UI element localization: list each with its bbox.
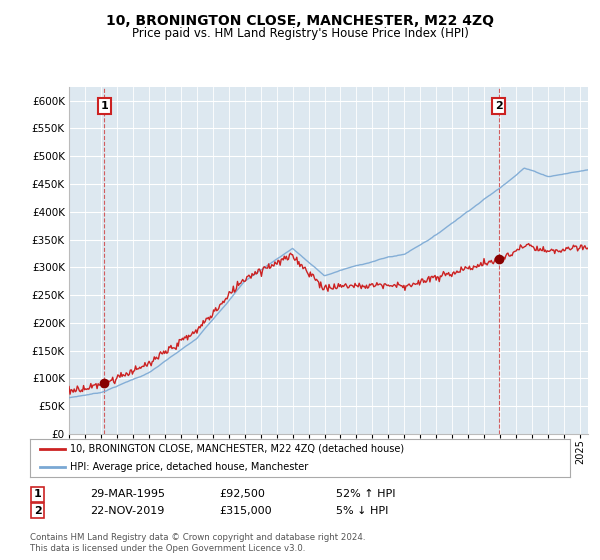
Text: 1: 1 — [101, 101, 109, 111]
Text: 2: 2 — [34, 506, 41, 516]
Text: £315,000: £315,000 — [219, 506, 272, 516]
Text: 10, BRONINGTON CLOSE, MANCHESTER, M22 4ZQ (detached house): 10, BRONINGTON CLOSE, MANCHESTER, M22 4Z… — [71, 444, 404, 454]
Text: £92,500: £92,500 — [219, 489, 265, 500]
Text: 22-NOV-2019: 22-NOV-2019 — [90, 506, 164, 516]
Text: 5% ↓ HPI: 5% ↓ HPI — [336, 506, 388, 516]
Text: HPI: Average price, detached house, Manchester: HPI: Average price, detached house, Manc… — [71, 462, 309, 472]
Text: Contains HM Land Registry data © Crown copyright and database right 2024.
This d: Contains HM Land Registry data © Crown c… — [30, 534, 365, 553]
Text: Price paid vs. HM Land Registry's House Price Index (HPI): Price paid vs. HM Land Registry's House … — [131, 27, 469, 40]
Text: 10, BRONINGTON CLOSE, MANCHESTER, M22 4ZQ: 10, BRONINGTON CLOSE, MANCHESTER, M22 4Z… — [106, 14, 494, 28]
Text: 52% ↑ HPI: 52% ↑ HPI — [336, 489, 395, 500]
Text: 1: 1 — [34, 489, 41, 500]
Text: 2: 2 — [494, 101, 502, 111]
Text: 29-MAR-1995: 29-MAR-1995 — [90, 489, 165, 500]
